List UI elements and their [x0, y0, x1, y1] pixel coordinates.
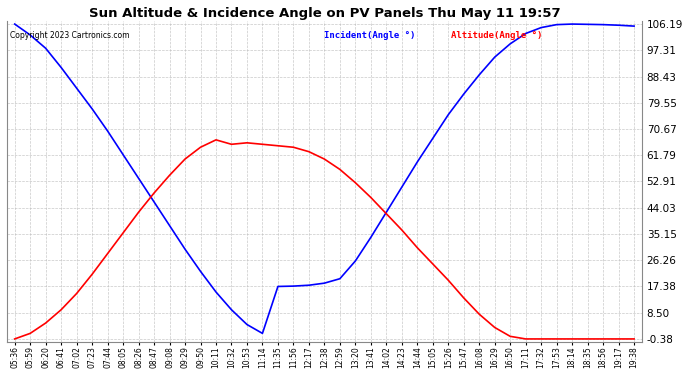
Text: Copyright 2023 Cartronics.com: Copyright 2023 Cartronics.com	[10, 31, 130, 40]
Title: Sun Altitude & Incidence Angle on PV Panels Thu May 11 19:57: Sun Altitude & Incidence Angle on PV Pan…	[88, 7, 560, 20]
Text: Altitude(Angle °): Altitude(Angle °)	[451, 31, 543, 40]
Text: Incident(Angle °): Incident(Angle °)	[324, 31, 416, 40]
